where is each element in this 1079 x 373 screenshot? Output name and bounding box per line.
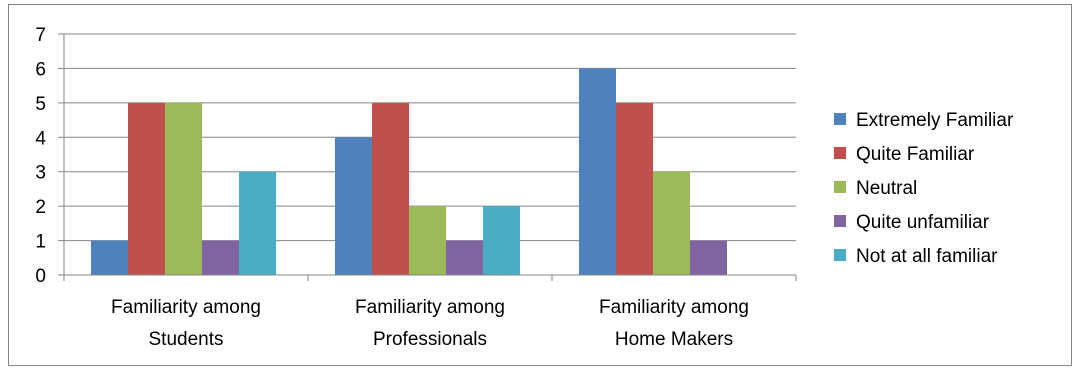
bar (653, 171, 690, 275)
bar (239, 171, 276, 275)
legend-swatch (834, 215, 846, 227)
bar (409, 206, 446, 275)
x-category-label: Familiarity among Home Makers (599, 297, 749, 350)
legend-item: Neutral (834, 178, 917, 199)
legend-swatch (834, 147, 846, 159)
legend-item: Quite Familiar (834, 144, 975, 165)
legend-item: Quite unfamiliar (834, 212, 990, 233)
y-tick-label: 7 (35, 25, 46, 46)
bar (335, 137, 372, 275)
y-tick-label: 4 (35, 128, 46, 149)
axes (58, 33, 797, 281)
legend-item: Not at all familiar (834, 246, 998, 267)
y-tick-label: 1 (35, 232, 46, 253)
legend-swatch (834, 249, 846, 261)
axis-labels: 0 1 2 3 4 5 6 7 Familiarity among Students Familia… (35, 25, 749, 350)
bar (483, 206, 520, 275)
legend-swatch (834, 113, 846, 125)
bar (616, 102, 653, 275)
legend-label: Quite Familiar (856, 144, 975, 165)
legend-swatch (834, 181, 846, 193)
bar (372, 102, 409, 275)
legend-label: Extremely Familiar (856, 110, 1014, 131)
y-tick-label: 6 (35, 59, 46, 80)
y-tick-label: 3 (35, 163, 46, 184)
legend-label: Quite unfamiliar (856, 212, 990, 233)
legend-label: Neutral (856, 178, 917, 199)
x-category-label: Familiarity among Students (111, 297, 261, 350)
bar (128, 102, 165, 275)
bar (202, 240, 239, 275)
bar (579, 68, 616, 275)
bar (165, 102, 202, 275)
bar (91, 240, 128, 275)
legend: Extremely Familiar Quite Familiar Neutral Q… (834, 110, 1014, 267)
x-category-label: Familiarity among Professionals (355, 297, 505, 350)
bars (91, 68, 727, 275)
bar (690, 240, 727, 275)
y-tick-label: 5 (35, 94, 46, 115)
bar (446, 240, 483, 275)
legend-label: Not at all familiar (856, 246, 998, 267)
y-tick-label: 2 (35, 197, 46, 218)
legend-item: Extremely Familiar (834, 110, 1014, 131)
y-tick-label: 0 (35, 266, 46, 287)
